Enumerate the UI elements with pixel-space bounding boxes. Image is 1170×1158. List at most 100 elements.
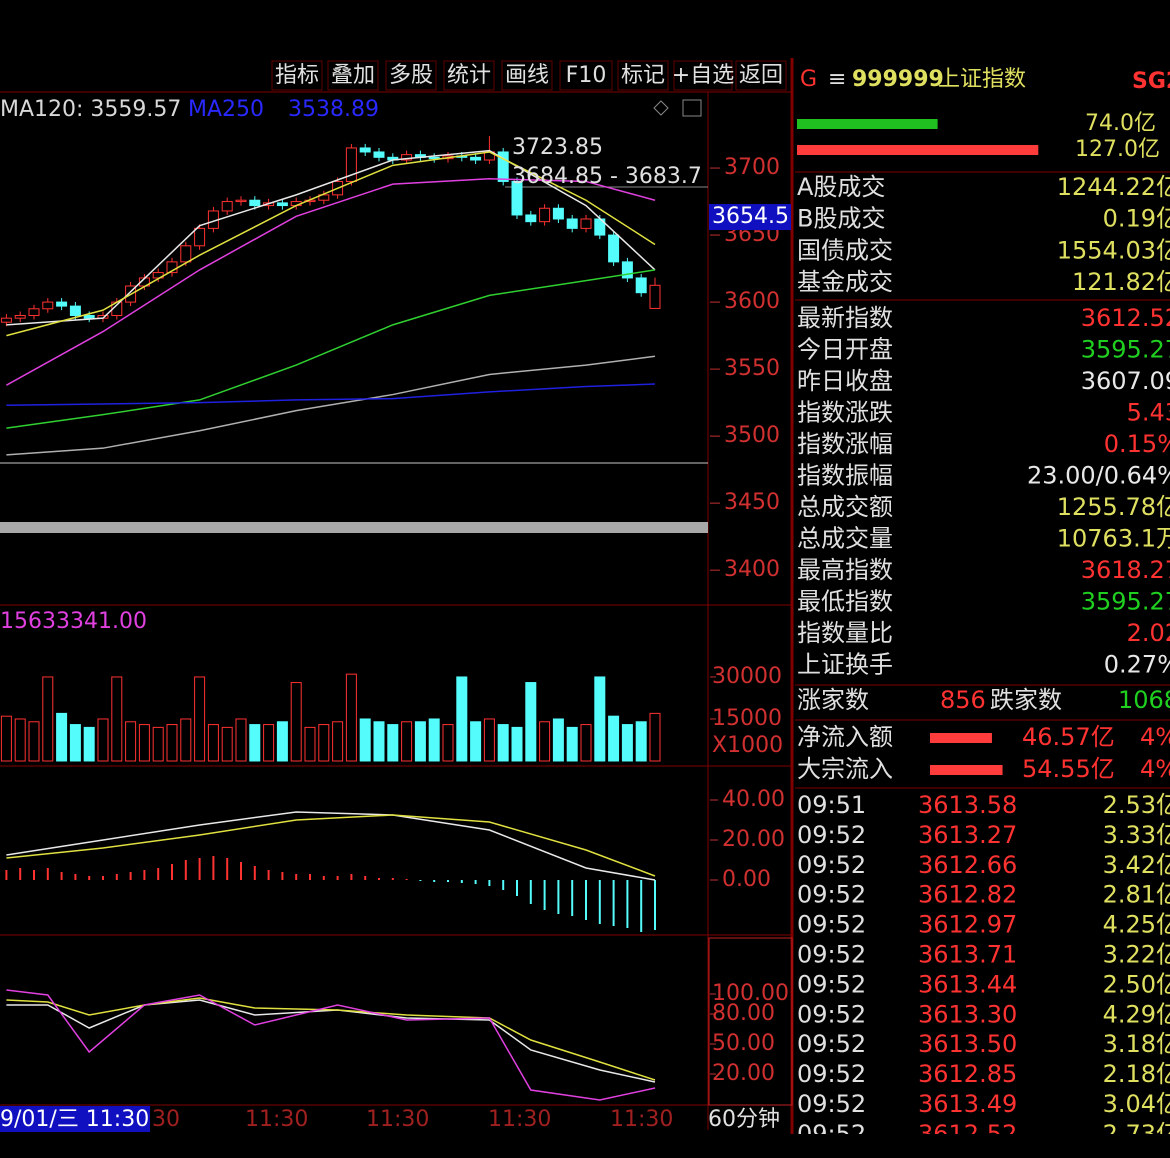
stat-value: 10763.1万 xyxy=(1057,525,1170,553)
candle-body xyxy=(180,245,192,263)
stat-label: 基金成交 xyxy=(797,268,893,296)
toolbar-button[interactable] xyxy=(327,60,379,91)
stat-value: 0.15% xyxy=(1104,430,1170,458)
volume-bar xyxy=(263,724,275,762)
toolbar-button[interactable] xyxy=(271,60,323,91)
volume-bar xyxy=(359,718,371,762)
kdj-line xyxy=(6,989,656,1101)
candle-body xyxy=(525,214,537,223)
y-tick-label: 20.00 xyxy=(712,1061,775,1086)
flow-bar xyxy=(930,733,992,743)
tick-price: 3613.50 xyxy=(918,1030,1017,1058)
toolbar-button[interactable] xyxy=(501,60,553,91)
toolbar-button[interactable] xyxy=(617,60,669,91)
volume-bar xyxy=(608,715,620,762)
tick-time: 09:52 xyxy=(797,970,866,998)
volume-bar xyxy=(28,721,40,762)
candle-body xyxy=(401,154,413,161)
volume-bar xyxy=(594,676,606,762)
volume-bar xyxy=(97,718,109,762)
tick-amount: 4.29亿 xyxy=(1103,1000,1170,1028)
stat-label: 指数振幅 xyxy=(797,462,893,490)
toolbar-label[interactable]: 统计 xyxy=(447,63,491,88)
candle-body xyxy=(566,218,578,229)
ma-line xyxy=(6,383,656,407)
stat-label: 今日开盘 xyxy=(797,336,893,364)
kdj-line xyxy=(6,999,656,1083)
y-tick-label: 40.00 xyxy=(722,787,785,812)
volume-bar xyxy=(83,726,95,762)
volume-bar xyxy=(483,718,495,762)
stat-label: A股成交 xyxy=(797,173,885,201)
tick-amount: 2.81亿 xyxy=(1103,881,1170,909)
stat-value: 3618.27 xyxy=(1081,556,1170,584)
toolbar-label[interactable]: 指标 xyxy=(275,63,319,88)
tick-amount: 3.18亿 xyxy=(1103,1030,1170,1058)
time-label: 11:30 xyxy=(366,1107,429,1132)
toolbar-label[interactable]: +自选 xyxy=(672,63,734,88)
volume-bar xyxy=(56,712,68,762)
volume-bar xyxy=(304,726,316,762)
tick-time: 09:52 xyxy=(797,1060,866,1088)
annotation: 3723.85 xyxy=(512,135,603,160)
toolbar-label[interactable]: 多股 xyxy=(389,63,433,88)
toolbar-button[interactable] xyxy=(673,60,733,91)
tick-price: 3613.27 xyxy=(918,821,1017,849)
volume-bar xyxy=(621,724,633,762)
turnover-bar xyxy=(797,119,938,129)
time-label: 11:30 xyxy=(488,1107,551,1132)
volume-bar xyxy=(194,676,206,762)
toolbar-label[interactable]: 返回 xyxy=(739,63,783,88)
unit-label: X1000 xyxy=(712,733,783,758)
stat-value: 2.02 xyxy=(1127,619,1170,647)
volume-bar xyxy=(580,724,592,762)
toolbar-button[interactable] xyxy=(735,60,787,91)
stat-label: 总成交量 xyxy=(797,525,893,553)
volume-bar xyxy=(511,726,523,762)
toolbar-button[interactable] xyxy=(559,60,613,91)
toolbar-label[interactable]: F10 xyxy=(566,63,607,88)
volume-bar xyxy=(552,718,564,762)
diamond-icon xyxy=(653,100,669,116)
stat-value: 3595.27 xyxy=(1081,588,1170,616)
stat-value: 3607.09 xyxy=(1081,367,1170,395)
stat-value: 0.27% xyxy=(1104,651,1170,679)
volume-bar xyxy=(180,718,192,762)
volume-bar xyxy=(318,724,330,762)
candle-body xyxy=(649,284,661,309)
y-tick-label: 50.00 xyxy=(712,1031,775,1056)
tick-time: 09:52 xyxy=(797,911,866,939)
y-tick-label: 3550 xyxy=(724,356,780,381)
candle-body xyxy=(608,234,620,263)
volume-bar xyxy=(138,724,150,762)
tick-amount: 3.42亿 xyxy=(1103,851,1170,879)
stat-value: 5.43 xyxy=(1127,399,1170,427)
y-tick-label: 3600 xyxy=(724,289,780,314)
time-label: 11:30 xyxy=(245,1107,308,1132)
turnover-bar xyxy=(797,145,1039,155)
volume-bar xyxy=(69,724,81,762)
toolbar-label[interactable]: 标记 xyxy=(621,63,665,88)
candle-body xyxy=(621,261,633,279)
tick-time: 09:52 xyxy=(797,881,866,909)
toolbar-label[interactable]: 画线 xyxy=(505,63,549,88)
price-marker xyxy=(709,204,791,231)
tick-price: 3612.82 xyxy=(918,881,1017,909)
tick-amount: 4.25亿 xyxy=(1103,911,1170,939)
y-tick-label: 0.00 xyxy=(722,867,771,892)
stat-value: 121.82亿 xyxy=(1072,268,1170,296)
flow-value: 46.57亿 xyxy=(1022,723,1115,751)
ma-line xyxy=(6,178,656,386)
stat-label: 最新指数 xyxy=(797,304,893,332)
tick-amount: 2.50亿 xyxy=(1103,970,1170,998)
header-menu: ≡ xyxy=(828,67,846,92)
toolbar-button[interactable] xyxy=(385,60,437,91)
tick-time: 09:52 xyxy=(797,1030,866,1058)
stat-label: 最高指数 xyxy=(797,556,893,584)
tick-time: 09:52 xyxy=(797,851,866,879)
toolbar-button[interactable] xyxy=(443,60,495,91)
toolbar-label[interactable]: 叠加 xyxy=(331,63,375,88)
stat-label: 昨日收盘 xyxy=(797,367,893,395)
y-tick-label: 3400 xyxy=(724,557,780,582)
